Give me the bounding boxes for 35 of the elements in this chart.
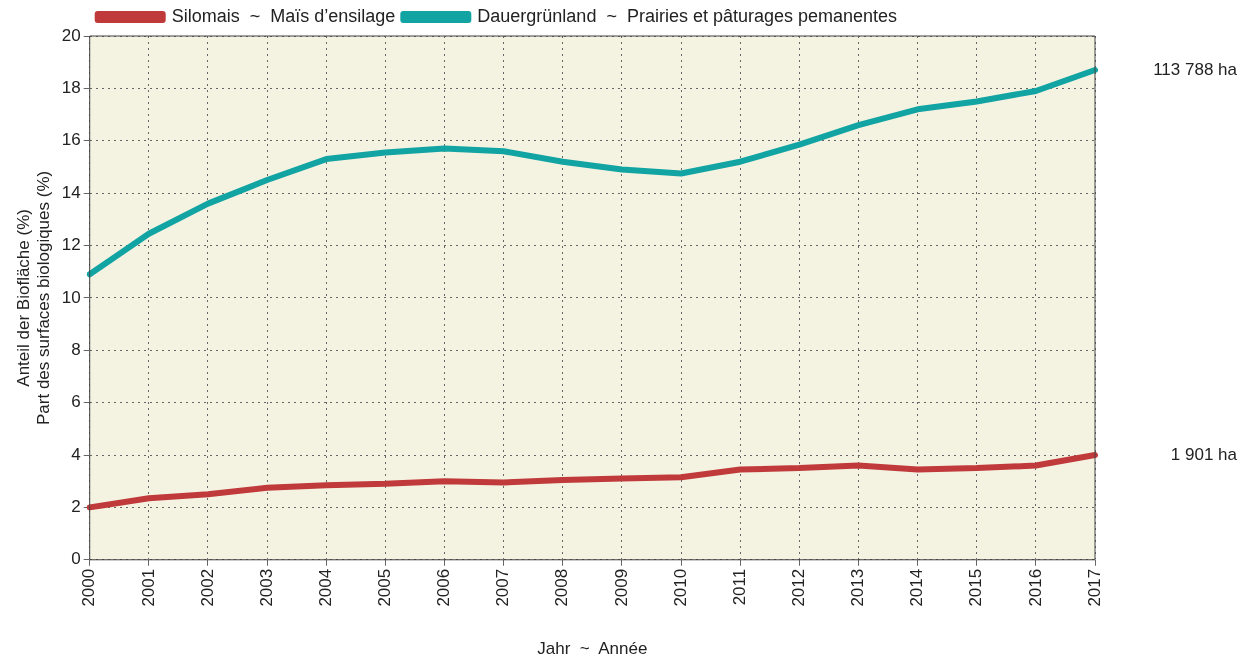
y-tick-label: 8: [71, 339, 81, 359]
x-tick-label: 2017: [1084, 568, 1104, 607]
x-tick-label: 2010: [670, 568, 690, 607]
x-tick-label: 2001: [138, 568, 158, 607]
y-tick-label: 4: [71, 444, 81, 464]
y-tick-label: 14: [61, 182, 81, 202]
x-tick-label: 2016: [1025, 568, 1045, 607]
legend-label: Dauergrünland ~ Prairies et pâturages pemanentes: [477, 5, 898, 26]
y-tick-label: 20: [61, 25, 81, 45]
y-tick-label: 16: [61, 130, 81, 150]
x-tick-label: 2015: [966, 568, 986, 607]
x-tick-label: 2002: [197, 568, 217, 607]
y-tick-label: 18: [61, 78, 81, 98]
x-tick-label: 2008: [552, 568, 572, 607]
y-axis-title: Anteil der Biofläche (%) Part des surfaces biologiques (%): [13, 170, 54, 425]
x-tick-label: 2011: [729, 568, 749, 606]
x-axis-title: Jahr ~ Année: [537, 639, 648, 659]
text: 113 788 ha: [1153, 59, 1238, 79]
text: 1 901 ha: [1170, 444, 1238, 464]
x-tick-label: 2007: [493, 568, 513, 607]
y-tick-label: 10: [61, 287, 81, 307]
y-tick-label: 2: [71, 497, 81, 517]
y-tick-label: 0: [71, 549, 81, 569]
x-tick-label: 2006: [434, 568, 454, 607]
legend-label: Silomais ~ Maïs d’ensilage: [171, 5, 396, 26]
x-tick-label: 2004: [315, 568, 335, 607]
x-tick-label: 2000: [79, 568, 99, 607]
x-tick-label: 2005: [375, 568, 395, 607]
x-tick-label: 2012: [789, 568, 809, 607]
y-tick-label: 12: [61, 235, 81, 255]
x-tick-label: 2003: [256, 568, 276, 607]
y-tick-label: 6: [71, 392, 81, 412]
x-tick-label: 2009: [611, 568, 631, 607]
x-tick-label: 2013: [848, 568, 868, 607]
x-tick-label: 2014: [907, 568, 927, 607]
